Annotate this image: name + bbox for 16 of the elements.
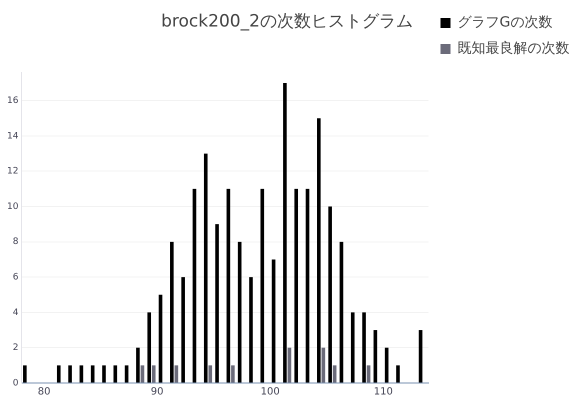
legend-label: 既知最良解の次数	[458, 40, 570, 57]
x-tick-label: 90	[150, 386, 164, 398]
legend-label: グラフGの次数	[458, 14, 552, 31]
x-tick-label: 110	[374, 386, 393, 398]
y-tick-label: 16	[7, 96, 19, 106]
x-tick-label: 80	[38, 386, 50, 398]
y-tick-label: 8	[12, 237, 19, 248]
y-tick-label: 2	[12, 343, 18, 354]
y-tick-label: 6	[12, 272, 19, 282]
y-tick-label: 12	[7, 166, 18, 177]
y-tick-label: 0	[12, 378, 19, 388]
y-tick-label: 4	[12, 308, 19, 318]
chart-title: brock200_2の次数ヒストグラム	[161, 12, 413, 32]
x-tick-label: 100	[260, 386, 280, 398]
y-tick-label: 10	[7, 202, 19, 212]
y-tick-label: 14	[7, 131, 19, 142]
